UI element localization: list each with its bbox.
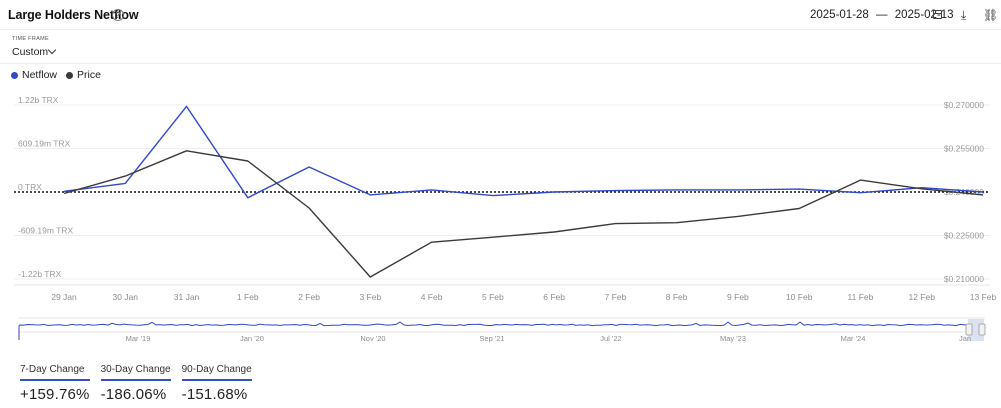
navigator-tick-label: May '23 [720,334,746,343]
y-tick-label-right: $0.240000 [944,187,984,197]
y-tick-label-right: $0.255000 [944,144,984,154]
x-tick-label: 9 Feb [727,292,749,302]
handle-grip-icon[interactable] [965,323,973,336]
date-from: 2025-01-28 [810,9,869,21]
x-tick-label: 7 Feb [605,292,627,302]
x-tick-label: 6 Feb [543,292,565,302]
navigator-series-line [18,321,969,340]
x-tick-label: 5 Feb [482,292,504,302]
x-axis-ticks: 29 Jan 30 Jan 31 Jan 1 Feb 2 Feb 3 Feb 4 Feb 5 … [51,292,996,302]
legend-item-price[interactable]: Price [66,69,101,81]
y-tick-label-left: -1.22b TRX [18,269,62,279]
series-line-netflow [63,105,984,199]
handle-grip-icon[interactable] [978,323,986,336]
x-tick-label: 11 Feb [848,292,874,302]
netflow-price-chart[interactable]: 1.22b TRX 609.19m TRX 0 TRX -609.19m TRX -1.… [0,0,1001,360]
navigator-tick-label: Jan '20 [240,334,264,343]
navigator-tick-label: Mar '24 [841,334,866,343]
left-axis-ticks: 1.22b TRX 609.19m TRX 0 TRX -609.19m TRX -1.… [18,95,73,279]
change-value: +159.76% [20,386,90,403]
x-tick-label: 1 Feb [237,292,259,302]
help-icon[interactable]: ? [112,9,124,21]
x-tick-label: 10 Feb [786,292,813,302]
legend-label: Price [77,69,101,81]
navigator-tick-label: Jan [959,334,971,343]
legend-label: Netflow [22,69,58,81]
y-tick-label-left: -609.19m TRX [18,225,73,235]
legend-dot [11,71,18,79]
x-tick-label: 30 Jan [113,292,139,302]
header-divider [0,29,1001,30]
toolbar-divider [0,63,1001,64]
time-frame-label: TIME FRAME [12,36,49,42]
change-value: -151.68% [181,386,248,403]
change-stats: 7-Day Change +159.76% 30-Day Change -186… [20,364,263,403]
x-tick-label: 13 Feb [970,292,997,302]
navigator-tick-label: Sep '21 [479,334,504,343]
change-label: 90-Day Change [181,364,252,381]
x-tick-label: 8 Feb [666,292,688,302]
change-30d[interactable]: 30-Day Change -186.06% [100,364,171,403]
download-icon[interactable]: ⤓ [961,8,967,22]
navigator-tick-label: Mar '19 [126,334,151,343]
x-tick-label: 2 Feb [298,292,320,302]
navigator-tick-label: Jul '22 [600,334,621,343]
legend-item-netflow[interactable]: Netflow [11,69,57,81]
x-tick-label: 31 Jan [174,292,200,302]
chart-grid [14,104,990,286]
date-separator: — [876,9,888,21]
link-icon[interactable]: ⛓ [983,8,999,22]
series-line-price [63,150,984,278]
date-range-picker[interactable]: 2025-01-28 — 2025-02-13 [810,9,958,21]
change-90d[interactable]: 90-Day Change -151.68% [181,364,252,403]
change-label: 7-Day Change [20,364,90,381]
x-tick-label: 4 Feb [421,292,443,302]
chart-series [14,105,990,278]
calendar-icon[interactable] [933,10,942,19]
y-tick-label-right: $0.210000 [944,274,984,284]
legend-dot [66,71,74,79]
x-tick-label: 29 Jan [51,292,77,302]
time-frame-select[interactable]: Custom [12,46,49,58]
chart-legend: Netflow Price [11,69,110,81]
change-value: -186.06% [100,386,167,403]
x-tick-label: 12 Feb [908,292,935,302]
x-tick-label: 3 Feb [359,292,381,302]
y-tick-label-left: 0 TRX [18,182,42,192]
range-navigator[interactable]: Mar '19 Jan '20 Nov '20 Sep '21 Jul '22 May '… [18,317,986,343]
right-axis-ticks: $0.270000 $0.255000 $0.240000 $0.225000 $0.2… [944,100,984,284]
y-tick-label-right: $0.270000 [944,100,984,110]
y-tick-label-right: $0.225000 [944,231,984,241]
page-title: Large Holders Netflow [8,8,139,22]
change-label: 30-Day Change [100,364,171,381]
y-tick-label-left: 609.19m TRX [18,139,71,149]
navigator-tick-label: Nov '20 [360,334,385,343]
y-tick-label-left: 1.22b TRX [18,95,59,105]
change-7d[interactable]: 7-Day Change +159.76% [20,364,90,403]
